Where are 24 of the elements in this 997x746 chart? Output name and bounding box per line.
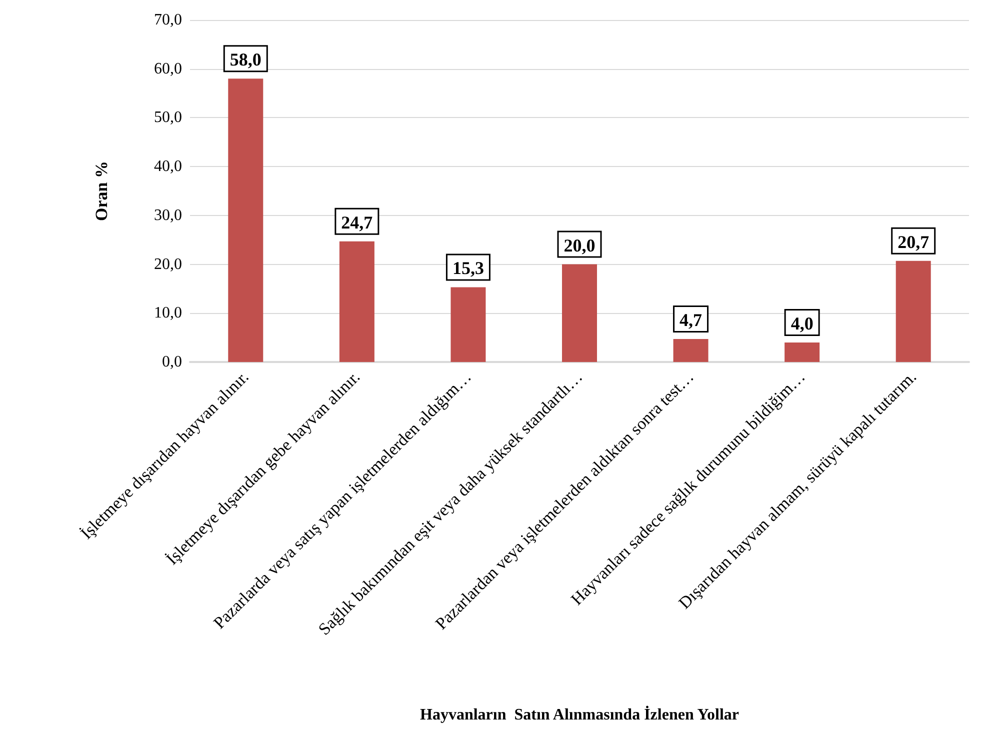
y-tick-label: 40,0 (154, 158, 182, 176)
y-axis-title: Oran % (92, 161, 111, 221)
bar (896, 260, 931, 362)
data-label: 58,0 (230, 50, 262, 70)
data-label: 20,0 (564, 235, 596, 256)
bar (673, 339, 708, 362)
data-label: 4,7 (680, 310, 702, 330)
y-tick-label: 30,0 (154, 206, 182, 224)
y-tick-label: 10,0 (154, 304, 182, 322)
y-tick-label: 0,0 (162, 354, 182, 370)
data-label: 4,0 (790, 313, 814, 334)
y-tick-label: 60,0 (154, 60, 182, 78)
bar (228, 78, 264, 362)
bar (562, 264, 597, 362)
data-label: 15,3 (452, 258, 484, 278)
y-tick-label: 20,0 (154, 256, 182, 273)
y-tick-label: 50,0 (154, 109, 182, 126)
bar (450, 287, 486, 362)
bar (339, 241, 374, 362)
data-label: 24,7 (341, 212, 373, 232)
y-tick-label: 70,0 (154, 12, 182, 28)
x-axis-title: Hayvanların Satın Alınmasında İzlenen Yollar (420, 706, 740, 724)
data-label: 20,7 (898, 232, 930, 252)
bar (784, 342, 820, 362)
